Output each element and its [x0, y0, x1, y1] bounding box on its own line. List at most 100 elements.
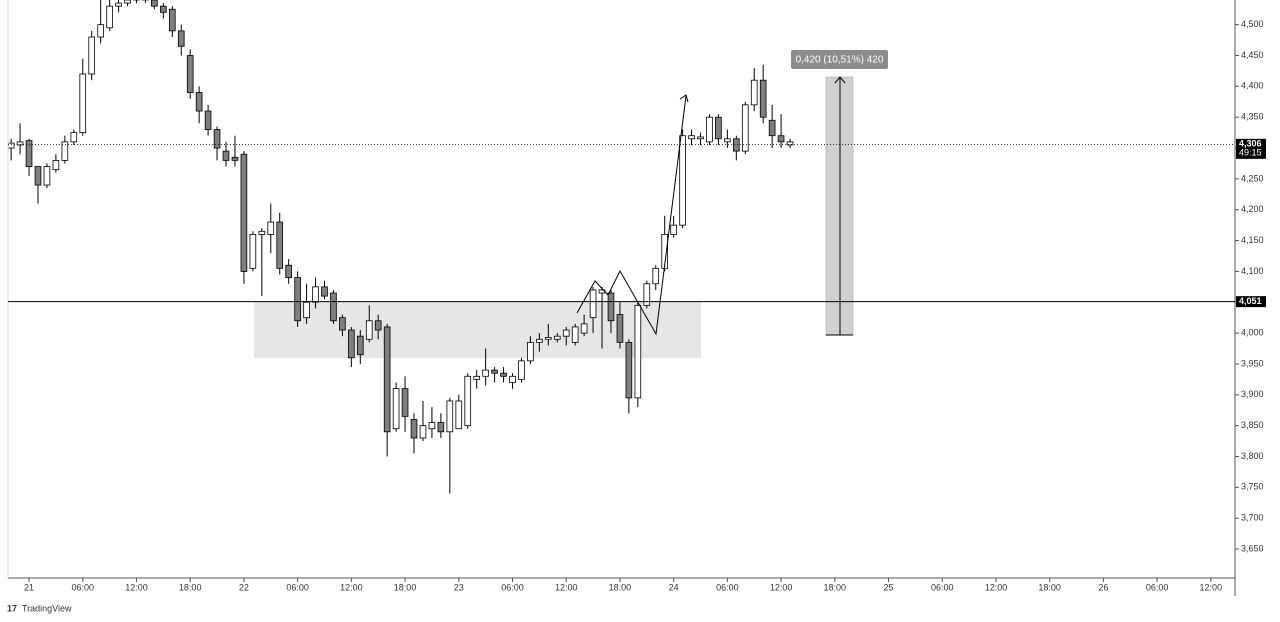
candle-body [643, 283, 651, 306]
candle-body [580, 323, 588, 334]
candle-body [312, 286, 319, 303]
candle-body [258, 230, 266, 235]
candle-body [545, 337, 552, 340]
candle-body [151, 0, 158, 7]
candle-body [518, 360, 525, 380]
candle-body [177, 30, 185, 47]
candle-body [222, 150, 230, 161]
candle-body [679, 135, 686, 226]
candle-body [168, 8, 176, 32]
candle-body [303, 301, 310, 319]
candle-body [741, 104, 749, 152]
x-tick-label: 06:00 [716, 582, 739, 592]
candle-body [25, 140, 33, 167]
candle-body [52, 159, 60, 171]
measure-label-box [791, 50, 888, 69]
candle-body [61, 141, 69, 161]
x-tick-label: 12:00 [1200, 582, 1223, 592]
brand: TradingView [22, 603, 72, 613]
y-tick-label: 3,700 [1241, 513, 1264, 523]
candle-body [321, 286, 328, 297]
candle-body [759, 79, 767, 118]
candle-body [195, 92, 203, 112]
x-tick-label: 12:00 [125, 582, 148, 592]
candle-body [204, 110, 212, 130]
axes: 3,650 3,700 3,750 3,800 3,850 3,900 3,950 4,000… [8, 19, 1266, 592]
candle-body [500, 372, 507, 377]
x-tick-label: 22 [239, 582, 249, 592]
price-label-box [1236, 138, 1266, 159]
y-tick-label: 4,200 [1241, 204, 1264, 214]
candle-body [97, 24, 104, 38]
candle-body [339, 317, 346, 331]
y-tick-label: 4,350 [1241, 112, 1264, 122]
candle-body [401, 388, 409, 417]
x-tick-label: 06:00 [931, 582, 954, 592]
candle-body [786, 141, 794, 146]
y-tick-label: 3,950 [1241, 358, 1264, 368]
candle-body [106, 5, 113, 29]
candle-body [330, 292, 337, 322]
candle-body [276, 221, 284, 269]
candle-body [571, 326, 579, 343]
candle-body [249, 234, 257, 269]
candle-body [634, 304, 642, 399]
y-tick-label: 3,800 [1241, 451, 1264, 461]
y-tick-label: 4,500 [1241, 19, 1264, 29]
y-tick-label: 4,450 [1241, 50, 1264, 60]
countdown: 49:15 [1239, 148, 1262, 158]
candle-body [553, 335, 561, 340]
candle-body [777, 135, 785, 143]
candle-body [464, 375, 472, 427]
candle-body [16, 141, 24, 146]
candle-body [589, 289, 597, 319]
x-tick-label: 12:00 [985, 582, 1008, 592]
candle-body [231, 156, 239, 161]
candle-body [34, 166, 42, 186]
candle-body [527, 341, 534, 362]
x-tick-label: 18:00 [824, 582, 847, 592]
x-tick-label: 18:00 [394, 582, 417, 592]
candle-body [607, 292, 615, 322]
candle-body [285, 264, 292, 278]
candle-body [88, 36, 96, 75]
price-label: 4,051 [1239, 296, 1262, 306]
x-tick-label: 23 [454, 582, 464, 592]
x-tick-label: 21 [24, 582, 34, 592]
x-tick-label: 25 [884, 582, 894, 592]
candle-body [43, 166, 51, 186]
x-tick-label: 12:00 [770, 582, 793, 592]
zigzag [576, 95, 687, 336]
candle-body [473, 375, 480, 380]
y-tick-label: 4,250 [1241, 173, 1264, 183]
y-tick-label: 4,150 [1241, 235, 1264, 245]
candles [7, 0, 794, 494]
candle-body [7, 142, 15, 149]
candle-body [294, 277, 301, 322]
candle-body [724, 138, 731, 143]
measure-arrow-head [834, 76, 846, 84]
candle-body [509, 375, 516, 383]
x-tick-label: 18:00 [1038, 582, 1061, 592]
candle-body [213, 129, 221, 149]
candle-body [437, 422, 445, 433]
candle-body [392, 388, 400, 430]
candle-body [428, 422, 436, 430]
x-tick-label: 06:00 [286, 582, 309, 592]
arrow-head [679, 94, 689, 103]
candle-body [562, 329, 570, 337]
measure-label: 0,420 (10,51%) 420 [796, 55, 884, 66]
x-tick-label: 06:00 [71, 582, 94, 592]
candle-body [348, 329, 355, 359]
candle-body [160, 5, 167, 13]
candle-body [374, 320, 382, 331]
x-tick-label: 18:00 [179, 582, 202, 592]
candle-body [365, 320, 373, 340]
y-tick-label: 4,000 [1241, 327, 1264, 337]
y-tick-label: 3,850 [1241, 420, 1264, 430]
candle-body [652, 267, 660, 285]
candle-body [733, 138, 740, 152]
y-tick-label: 3,650 [1241, 543, 1264, 553]
y-tick-label: 4,400 [1241, 81, 1264, 91]
candle-body [750, 79, 758, 106]
